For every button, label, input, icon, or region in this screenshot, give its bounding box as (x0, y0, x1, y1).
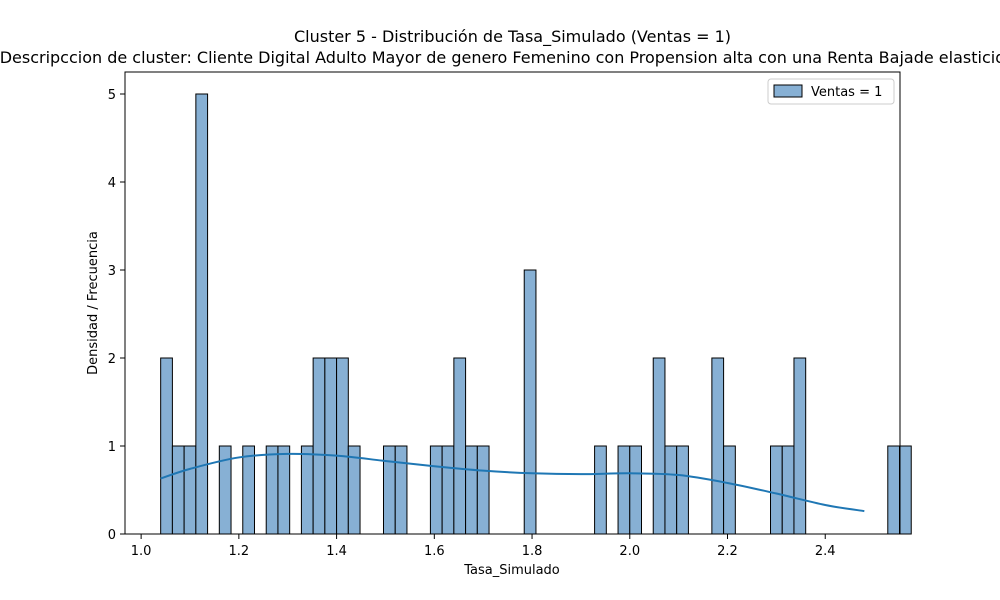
histogram-bar (723, 445, 736, 535)
legend-swatch (773, 84, 803, 98)
histogram-bar (664, 445, 678, 535)
histogram-bar (300, 445, 314, 535)
x-tick-label: 1.2 (229, 544, 250, 559)
x-axis-ticks: 1.0 1.2 1.4 1.6 1.8 2.0 2.2 2.4 (131, 534, 836, 559)
histogram-bar (523, 269, 537, 535)
histogram-bar (465, 445, 478, 535)
y-axis-ticks: 0 1 2 3 4 5 (108, 88, 125, 543)
histogram-bar (899, 445, 912, 535)
histogram-bar (382, 445, 396, 535)
x-tick-label: 2.2 (717, 544, 738, 559)
histogram-bar (617, 445, 631, 535)
histogram-bar (629, 445, 643, 535)
x-axis-label: Tasa_Simulado (463, 563, 560, 578)
x-tick-label: 1.6 (424, 544, 445, 559)
legend-label: Ventas = 1 (811, 85, 882, 100)
histogram-bar (160, 357, 173, 535)
legend: Ventas = 1 (767, 78, 895, 105)
histogram-bar (336, 357, 349, 535)
x-tick-label: 1.0 (131, 544, 152, 559)
histogram-bar (781, 445, 795, 535)
histogram-bar (242, 445, 255, 535)
histogram-bar (887, 445, 901, 535)
chart-title: Cluster 5 - Distribución de Tasa_Simulad… (293, 27, 732, 46)
kde-line (160, 452, 865, 513)
plot-frame (124, 71, 901, 535)
histogram-bar (770, 445, 783, 535)
histogram-bar (793, 357, 807, 535)
x-tick-label: 1.8 (522, 544, 543, 559)
x-tick-label: 2.4 (815, 544, 836, 559)
histogram-bar (453, 357, 467, 535)
histogram-bar (394, 445, 408, 535)
histogram-bar (476, 445, 490, 535)
histogram-bar (277, 445, 291, 535)
x-tick-label: 2.0 (619, 544, 640, 559)
histogram-bar (265, 445, 279, 535)
y-tick-label: 3 (108, 264, 116, 279)
histogram-bar (183, 445, 197, 535)
y-tick-label: 2 (108, 352, 116, 367)
histogram-bar (195, 93, 209, 535)
histogram-bar (312, 357, 326, 535)
x-tick-label: 1.4 (326, 544, 347, 559)
histogram-bar (429, 445, 443, 535)
chart-subtitle: Descripccion de cluster: Cliente Digital… (0, 48, 1000, 67)
y-tick-label: 4 (108, 176, 116, 191)
histogram-bar (171, 445, 185, 535)
y-tick-label: 1 (108, 440, 116, 455)
y-tick-label: 5 (108, 88, 116, 103)
y-axis-label: Densidad / Frecuencia (86, 231, 101, 375)
histogram-bar (676, 445, 689, 535)
histogram-bar (324, 357, 338, 535)
y-tick-label: 0 (108, 528, 116, 543)
bars-group (160, 93, 912, 535)
histogram-bar (652, 357, 666, 535)
histogram-bar (347, 445, 361, 535)
histogram-bar (711, 357, 725, 535)
histogram-bar (594, 445, 607, 535)
histogram-bar (441, 445, 455, 535)
